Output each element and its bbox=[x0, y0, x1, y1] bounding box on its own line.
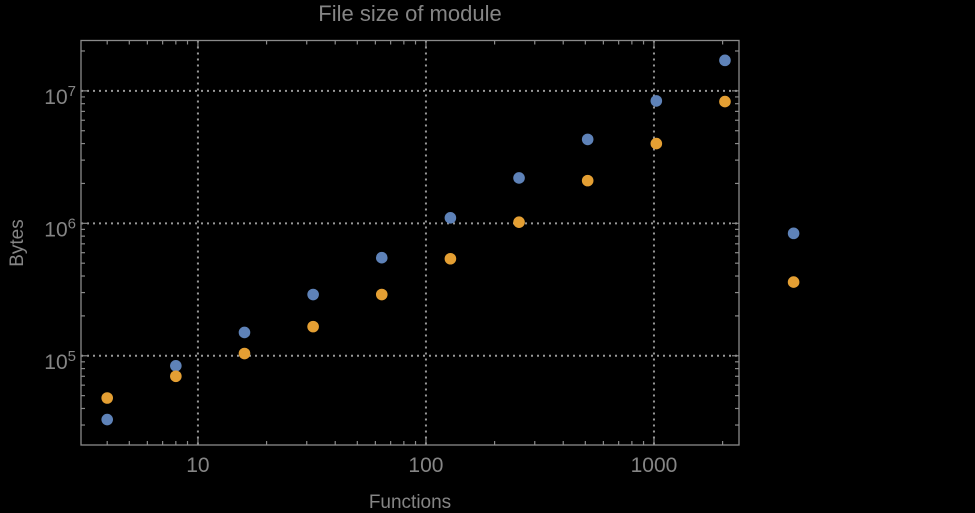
data-point bbox=[581, 133, 594, 146]
tick-labels: 10 100 1000 105 106 107 bbox=[44, 83, 677, 477]
x-tick-label: 1000 bbox=[631, 454, 678, 477]
data-point bbox=[170, 359, 182, 372]
x-axis-label: Functions bbox=[369, 492, 451, 513]
data-point bbox=[650, 137, 663, 150]
data-point bbox=[307, 320, 319, 333]
data-point bbox=[650, 95, 663, 107]
data-point bbox=[719, 54, 731, 67]
axis-ticks bbox=[81, 40, 739, 445]
y-axis-label: Bytes bbox=[7, 219, 28, 267]
data-point bbox=[101, 413, 114, 426]
data-point bbox=[375, 251, 388, 264]
data-point bbox=[375, 288, 388, 301]
y-tick-label: 105 bbox=[44, 348, 76, 374]
data-point bbox=[787, 227, 800, 240]
y-tick-label: 107 bbox=[44, 83, 76, 109]
y-tick-label: 106 bbox=[44, 215, 76, 241]
data-point bbox=[307, 288, 319, 301]
data-point bbox=[581, 174, 594, 187]
data-points bbox=[101, 54, 800, 426]
plot-frame bbox=[80, 39, 740, 446]
frame-border bbox=[80, 39, 740, 446]
data-point bbox=[787, 276, 800, 288]
chart-title: File size of module bbox=[318, 1, 501, 26]
data-point bbox=[444, 252, 457, 265]
data-point bbox=[513, 172, 525, 184]
data-point bbox=[238, 347, 251, 360]
data-point bbox=[238, 326, 251, 339]
data-point bbox=[719, 95, 731, 108]
data-point bbox=[444, 212, 457, 224]
data-point bbox=[513, 216, 525, 228]
gridlines bbox=[81, 40, 739, 445]
data-point bbox=[170, 370, 182, 383]
x-tick-label: 100 bbox=[408, 454, 443, 477]
x-tick-label: 10 bbox=[186, 454, 209, 477]
data-point bbox=[101, 392, 114, 404]
